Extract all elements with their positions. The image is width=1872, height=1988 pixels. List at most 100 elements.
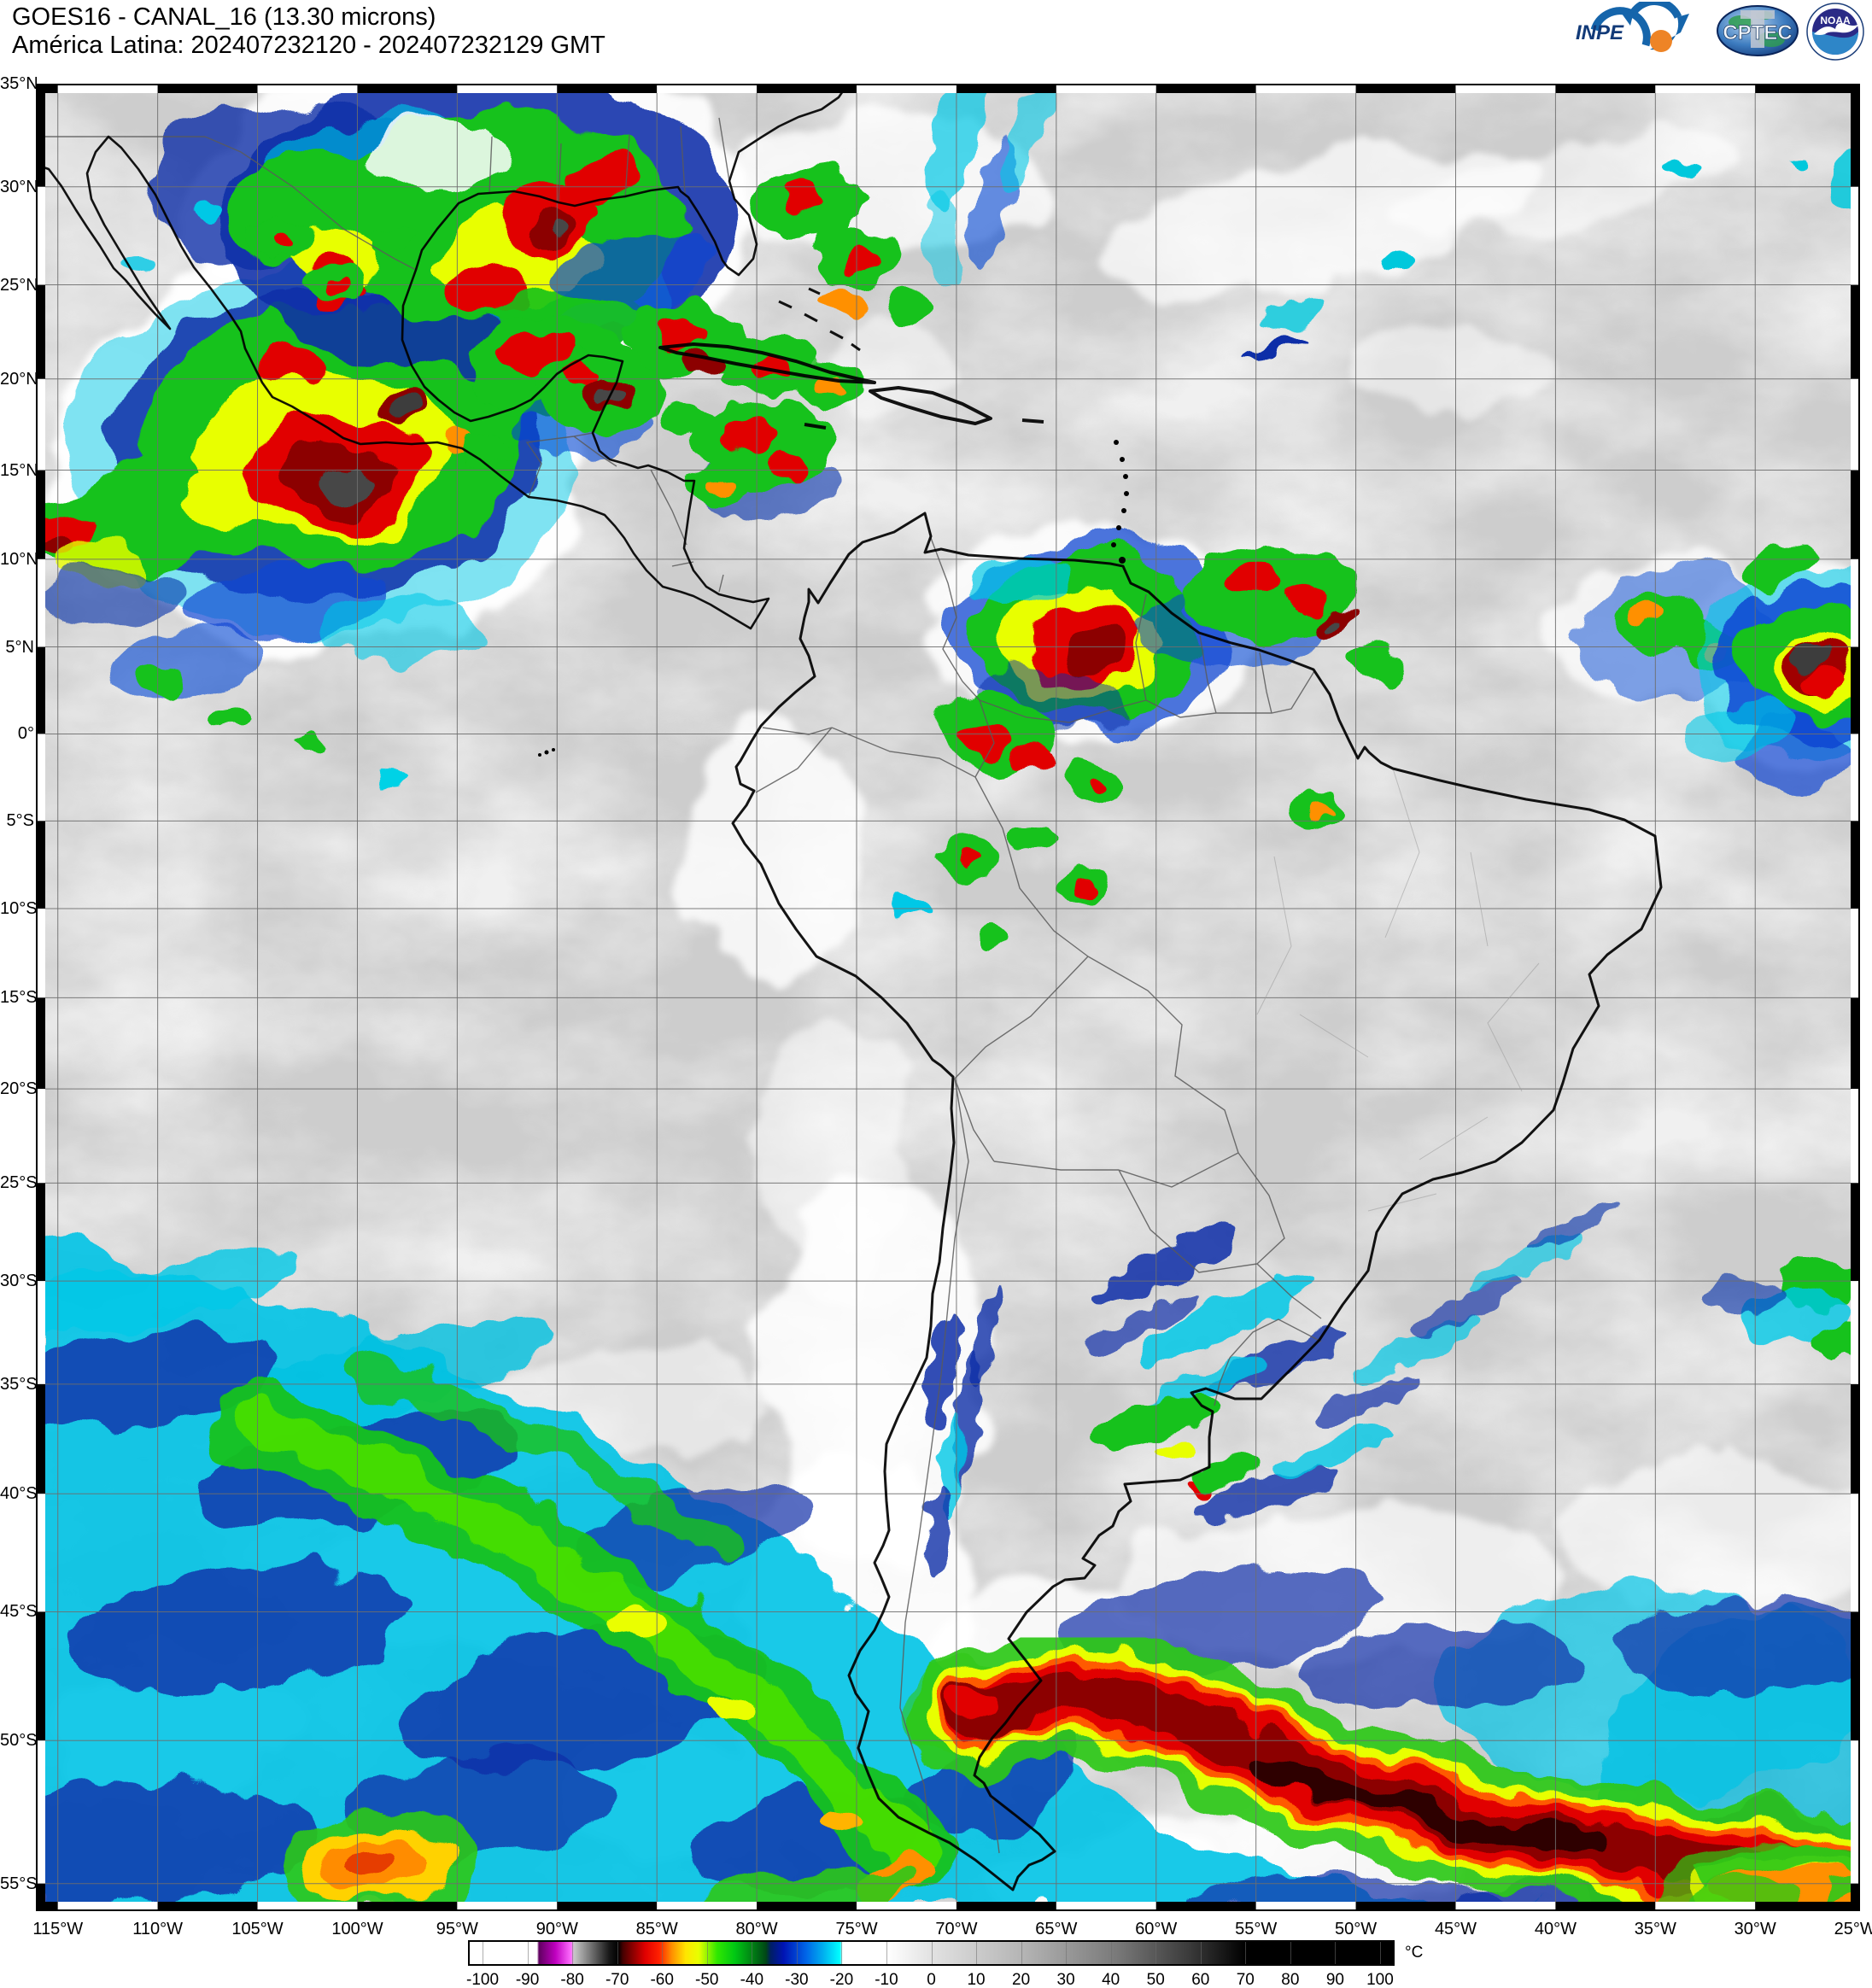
frame-band-segment <box>1851 646 1860 734</box>
frame-band-segment <box>36 84 45 187</box>
frame-band-segment <box>36 378 45 471</box>
frame-band-segment <box>457 84 558 93</box>
frame-band-segment <box>956 84 1056 93</box>
frame-band-segment <box>36 821 45 909</box>
frame-band-segment <box>36 1089 45 1184</box>
colorbar-tick-value: 90 <box>1325 1971 1344 1988</box>
inpe-logo-icon: INPE <box>1569 0 1710 62</box>
frame-band-segment <box>36 1281 45 1384</box>
frame-band-segment <box>1555 84 1656 93</box>
frame-band-segment <box>757 84 857 93</box>
frame-band-segment <box>36 1883 45 1911</box>
lat-tick-label: 5°N <box>5 637 34 657</box>
frame-band-segment <box>857 1902 956 1911</box>
colorbar-tick <box>1066 1942 1068 1964</box>
map-frame <box>36 84 1860 1911</box>
frame-band-segment <box>36 997 45 1090</box>
logo-bar: INPE CPTEC <box>1569 0 1865 62</box>
cptec-logo-icon: CPTEC <box>1715 2 1800 62</box>
lat-tick-label: 30°S <box>0 1272 38 1291</box>
colorbar-tick <box>1200 1942 1202 1964</box>
lon-tick-label: 100°W <box>331 1920 383 1938</box>
frame-band-segment <box>36 734 45 822</box>
frame-band-segment <box>657 1902 758 1911</box>
inpe-logo-text: INPE <box>1576 21 1624 44</box>
frame-band-segment <box>1355 84 1456 93</box>
frame-band-segment <box>1455 1902 1556 1911</box>
frame-band-segment <box>257 1902 358 1911</box>
colorbar-tick <box>796 1942 798 1964</box>
lat-tick-label: 20°S <box>0 1079 38 1099</box>
frame-band-segment <box>1755 84 1856 93</box>
frame-band-segment <box>36 186 45 285</box>
frame-band-segment <box>557 84 658 93</box>
satellite-map-image <box>0 50 1872 1979</box>
colorbar-tick-value: 100 <box>1366 1971 1394 1988</box>
caribbean-convection <box>514 350 840 516</box>
frame-band-segment <box>36 909 45 998</box>
colorbar-tick-value: -30 <box>785 1971 809 1988</box>
colorbar-tick-value: 40 <box>1102 1971 1120 1988</box>
frame-band-segment <box>1555 1902 1656 1911</box>
lat-tick-label: 35°S <box>0 1374 38 1394</box>
frame-band-segment <box>1851 997 1860 1090</box>
frame-band-segment <box>1851 1883 1860 1911</box>
frame-band-segment <box>1255 1902 1356 1911</box>
frame-band-segment <box>457 1902 558 1911</box>
colorbar-tick <box>1245 1942 1247 1964</box>
colorbar-tick <box>1155 1942 1157 1964</box>
frame-band-segment <box>1851 284 1860 379</box>
frame-band-segment <box>36 1494 45 1612</box>
frame-band-segment <box>1851 734 1860 822</box>
header: GOES16 - CANAL_16 (13.30 microns) Améric… <box>12 3 605 60</box>
colorbar-tick-value: 50 <box>1146 1971 1165 1988</box>
colorbar-tick <box>1290 1942 1291 1964</box>
frame-band-segment <box>1851 378 1860 471</box>
colorbar-tick <box>1379 1942 1381 1964</box>
frame-band-segment <box>1851 1281 1860 1384</box>
colorbar-tick-value: -40 <box>740 1971 764 1988</box>
lat-tick-label: 15°S <box>0 988 38 1008</box>
lon-tick-label: 115°W <box>32 1920 84 1938</box>
frame-band-segment <box>36 84 58 93</box>
colorbar-tick-value: 70 <box>1236 1971 1255 1988</box>
lat-tick-label: 0° <box>17 724 34 744</box>
colorbar-tick-value: -70 <box>605 1971 629 1988</box>
lat-tick-label: 25°S <box>0 1173 38 1193</box>
lon-tick-label: 60°W <box>1135 1920 1178 1938</box>
colorbar-tick-value: -80 <box>560 1971 584 1988</box>
lat-tick-label: 40°S <box>0 1484 38 1504</box>
frame-band-segment <box>1851 1611 1860 1741</box>
frame-band-segment <box>1851 1183 1860 1282</box>
lon-tick-label: 90°W <box>535 1920 578 1938</box>
frame-band-segment <box>1255 84 1356 93</box>
lat-tick-label: 30°N <box>0 177 38 196</box>
colorbar-tick <box>706 1942 708 1964</box>
temperature-colorbar: -100 -90 -80 -70 -60 -50 -40 -30 -20 -10 0 10 20 30 40… <box>466 1940 1423 1988</box>
frame-band-segment <box>57 84 158 93</box>
lon-tick-label: 75°W <box>835 1920 878 1938</box>
colorbar-tick-value: 0 <box>927 1971 936 1988</box>
frame-band-segment <box>1655 84 1756 93</box>
frame-band-segment <box>1851 84 1860 187</box>
frame-band-segment <box>657 84 758 93</box>
coastlines <box>35 83 1663 1892</box>
frame-band-segment <box>357 1902 458 1911</box>
frame-band-segment <box>1851 558 1860 647</box>
lat-tick-label: 20°N <box>0 369 38 389</box>
frame-band-segment <box>1851 1089 1860 1184</box>
frame-band-segment <box>36 284 45 379</box>
lat-tick-label: 45°S <box>0 1602 38 1622</box>
lon-tick-label: 65°W <box>1035 1920 1078 1938</box>
colorbar-tick <box>976 1942 978 1964</box>
frame-band-segment <box>157 1902 258 1911</box>
frame-band-segment <box>1155 1902 1256 1911</box>
colorbar-tick <box>1335 1942 1337 1964</box>
frame-band-segment <box>357 84 458 93</box>
lon-tick-label: 55°W <box>1235 1920 1278 1938</box>
lon-tick-label: 45°W <box>1434 1920 1477 1938</box>
page-title: GOES16 - CANAL_16 (13.30 microns) <box>12 3 436 31</box>
colorbar-tick-value: -100 <box>466 1971 500 1988</box>
lon-tick-label: 25°W <box>1834 1920 1872 1938</box>
